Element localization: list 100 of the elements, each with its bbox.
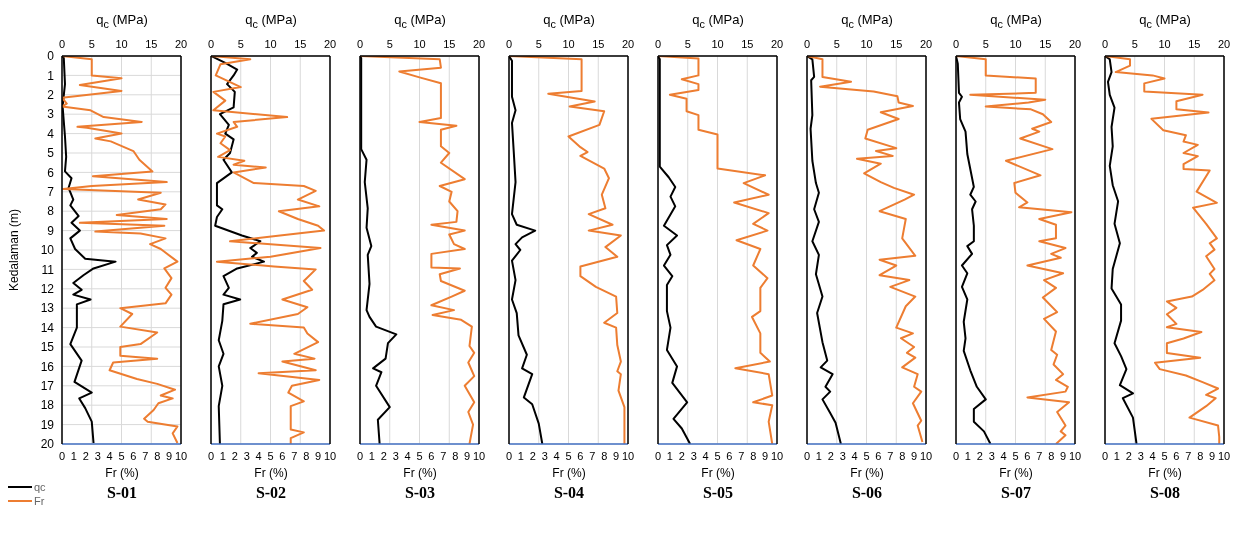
- x-tick-label: 8: [899, 449, 906, 462]
- x2-tick-label: 20: [621, 38, 635, 50]
- x2-tick-label: 0: [58, 38, 66, 50]
- text: S-02: [254, 484, 288, 502]
- x-tick-label: 7: [887, 449, 894, 462]
- x-tick-label: 9: [315, 449, 322, 462]
- legend-label: qc: [34, 481, 46, 493]
- x2-tick-label: 5: [982, 38, 989, 50]
- x2-tick-label: 20: [1068, 38, 1082, 50]
- x-tick-label: 4: [702, 449, 709, 462]
- y-tick-label: 10: [40, 243, 55, 258]
- x2-tick-label: 20: [174, 38, 188, 50]
- x-axis-title: Fr (%): [551, 466, 587, 480]
- x-tick-label: 8: [1197, 449, 1204, 462]
- y-tick-label: 7: [47, 185, 55, 200]
- x2-tick-label: 10: [562, 38, 575, 50]
- x-tick-label: 10: [919, 449, 933, 462]
- x2-axis-title: q$_{c}$ (MPa): [1138, 11, 1192, 32]
- x-tick-label: 8: [452, 449, 459, 462]
- text: S-08: [1148, 484, 1182, 502]
- x-tick-label: 0: [356, 449, 364, 462]
- x-tick-label: 7: [589, 449, 596, 462]
- x2-tick-label: 20: [323, 38, 337, 50]
- x-tick-label: 3: [392, 449, 399, 462]
- x-tick-label: 1: [1113, 449, 1120, 462]
- x-tick-label: 10: [770, 449, 784, 462]
- x-tick-label: 6: [726, 449, 733, 462]
- x-tick-label: 7: [1185, 449, 1192, 462]
- x-tick-label: 7: [291, 449, 298, 462]
- x-tick-label: 8: [601, 449, 608, 462]
- x-tick-label: 1: [368, 449, 375, 462]
- x-tick-label: 8: [154, 449, 161, 462]
- x-tick-label: 6: [1173, 449, 1180, 462]
- x-tick-label: 5: [714, 449, 721, 462]
- x-tick-label: 5: [416, 449, 423, 462]
- x-tick-label: 4: [1000, 449, 1007, 462]
- x-tick-label: 3: [94, 449, 101, 462]
- x-tick-label: 9: [613, 449, 620, 462]
- x-tick-label: 9: [762, 449, 769, 462]
- text: S-04: [552, 484, 586, 502]
- x2-tick-label: 15: [443, 38, 456, 50]
- x-tick-label: 0: [207, 449, 215, 462]
- x-tick-label: 1: [964, 449, 971, 462]
- x-tick-label: 3: [690, 449, 697, 462]
- x-tick-label: 9: [911, 449, 918, 462]
- x2-tick-label: 10: [413, 38, 426, 50]
- x-tick-label: 6: [279, 449, 286, 462]
- x2-tick-label: 15: [294, 38, 307, 50]
- x-tick-label: 9: [166, 449, 173, 462]
- x-tick-label: 3: [1137, 449, 1144, 462]
- x2-tick-label: 15: [1039, 38, 1052, 50]
- x2-tick-label: 0: [803, 38, 811, 50]
- x-tick-label: 5: [267, 449, 274, 462]
- y-tick-label: 16: [40, 359, 55, 374]
- x2-tick-label: 20: [472, 38, 486, 50]
- x2-tick-label: 10: [264, 38, 277, 50]
- x2-axis-title: q$_{c}$ (MPa): [244, 11, 298, 32]
- y-tick-label: 9: [47, 223, 55, 238]
- x-tick-label: 6: [1024, 449, 1031, 462]
- x-tick-label: 10: [323, 449, 337, 462]
- y-tick-label: 11: [41, 262, 55, 277]
- text: S-05: [701, 484, 735, 502]
- x2-tick-label: 20: [919, 38, 933, 50]
- text: S-03: [403, 484, 437, 502]
- y-axis-title: Kedalaman (m): [7, 208, 22, 292]
- x2-tick-label: 5: [833, 38, 840, 50]
- x-tick-label: 2: [529, 449, 536, 462]
- x2-tick-label: 15: [592, 38, 605, 50]
- x-tick-label: 10: [174, 449, 188, 462]
- x-tick-label: 1: [70, 449, 77, 462]
- x-tick-label: 0: [58, 449, 66, 462]
- y-tick-label: 14: [40, 320, 55, 335]
- x2-axis-title: q$_{c}$ (MPa): [840, 11, 894, 32]
- x-tick-label: 10: [472, 449, 486, 462]
- y-tick-label: 5: [47, 146, 55, 161]
- line-series: [62, 56, 179, 444]
- x-tick-label: 4: [255, 449, 262, 462]
- x-tick-label: 6: [577, 449, 584, 462]
- y-tick-label: 0: [47, 49, 55, 64]
- x-tick-label: 0: [803, 449, 811, 462]
- x2-tick-label: 5: [386, 38, 393, 50]
- x2-tick-label: 15: [741, 38, 754, 50]
- x2-tick-label: 0: [207, 38, 215, 50]
- y-tick-label: 2: [47, 88, 55, 103]
- x-tick-label: 2: [976, 449, 983, 462]
- y-tick-label: 12: [40, 282, 55, 297]
- x-tick-label: 2: [827, 449, 834, 462]
- x2-tick-label: 20: [1217, 38, 1231, 50]
- x2-tick-label: 15: [890, 38, 903, 50]
- x-tick-label: 7: [440, 449, 447, 462]
- x2-tick-label: 20: [770, 38, 784, 50]
- x-tick-label: 1: [517, 449, 524, 462]
- x-tick-label: 3: [988, 449, 995, 462]
- x2-tick-label: 10: [711, 38, 724, 50]
- x-tick-label: 4: [404, 449, 411, 462]
- y-tick-label: 6: [47, 165, 55, 180]
- x2-axis-title: q$_{c}$ (MPa): [542, 11, 596, 32]
- y-tick-label: 8: [47, 204, 55, 219]
- x-tick-label: 6: [428, 449, 435, 462]
- x-tick-label: 7: [738, 449, 745, 462]
